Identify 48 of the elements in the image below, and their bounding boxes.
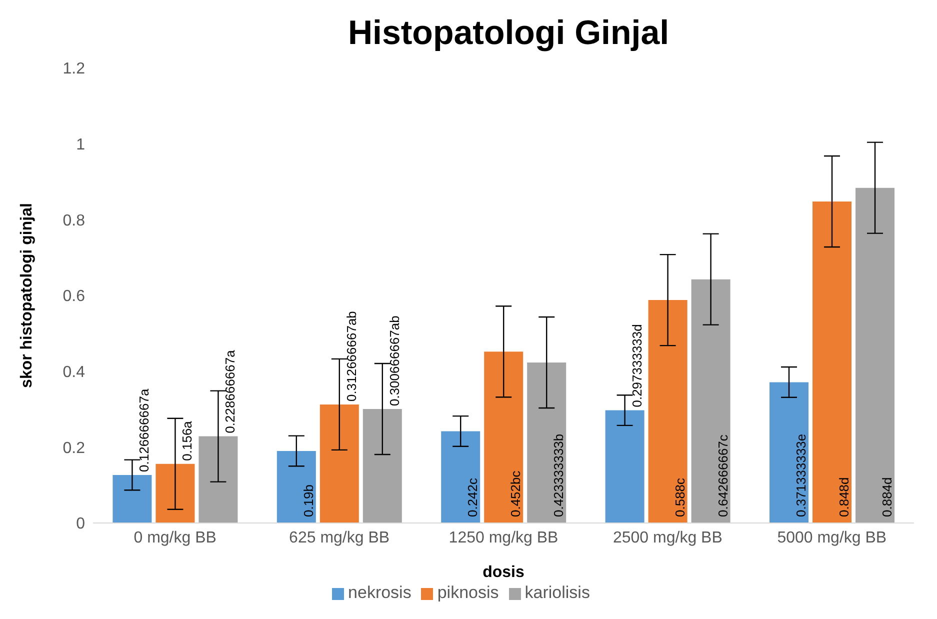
y-axis-title: skor histopatologi ginjal (18, 203, 36, 388)
legend-label: kariolisis (524, 583, 590, 602)
chart-title: Histopatologi Ginjal (346, 13, 670, 54)
x-tick-label: 1250 mg/kg BB (448, 529, 558, 546)
data-label: 0.642666667c (715, 434, 730, 517)
data-label: 0.156a (180, 420, 195, 461)
bar (812, 201, 852, 523)
bar (362, 408, 402, 523)
bar (770, 382, 809, 523)
data-label: 0.423333333b (551, 434, 566, 517)
y-tick-label: 1 (76, 136, 86, 154)
data-label: 0.588c (672, 477, 688, 517)
y-tick-label: 0.8 (62, 212, 86, 230)
bar (527, 362, 566, 523)
data-label: 0.884d (880, 477, 895, 517)
data-label: 0.452bc (508, 470, 524, 517)
bar (691, 279, 730, 523)
legend-label: nekrosis (348, 583, 412, 602)
data-label: 0.242c (465, 477, 480, 517)
x-tick-label: 0 mg/kg BB (134, 529, 216, 546)
bar (605, 410, 644, 523)
bar (648, 300, 688, 523)
data-label: 0.371333333e (794, 434, 809, 517)
bar (156, 464, 195, 523)
bar (856, 188, 895, 523)
bar (112, 474, 152, 523)
data-label: 0.19b (300, 484, 316, 517)
y-tick-label: 1.2 (62, 60, 86, 78)
y-tick-label: 0 (76, 516, 86, 533)
data-label: 0.300666667ab (386, 316, 402, 406)
x-tick-label: 5000 mg/kg BB (777, 529, 887, 546)
data-label: 0.228666667a (222, 349, 238, 434)
y-tick-label: 0.6 (62, 288, 86, 306)
data-label: 0.848d (836, 477, 852, 517)
legend-label: piknosis (437, 583, 499, 602)
bar (198, 436, 238, 523)
y-tick-label: 0.2 (62, 440, 86, 457)
x-tick-label: 625 mg/kg BB (289, 529, 390, 546)
bar (484, 352, 524, 523)
data-label: 0.312666667ab (344, 311, 359, 402)
data-label: 0.297333333d (629, 324, 644, 408)
bar (320, 404, 359, 523)
x-tick-label: 2500 mg/kg BB (612, 529, 722, 546)
bar (276, 450, 316, 523)
y-tick-label: 0.4 (62, 364, 86, 382)
data-label: 0.126666667a (136, 388, 152, 472)
bar (441, 431, 480, 523)
x-axis-title: dosis (482, 564, 524, 581)
